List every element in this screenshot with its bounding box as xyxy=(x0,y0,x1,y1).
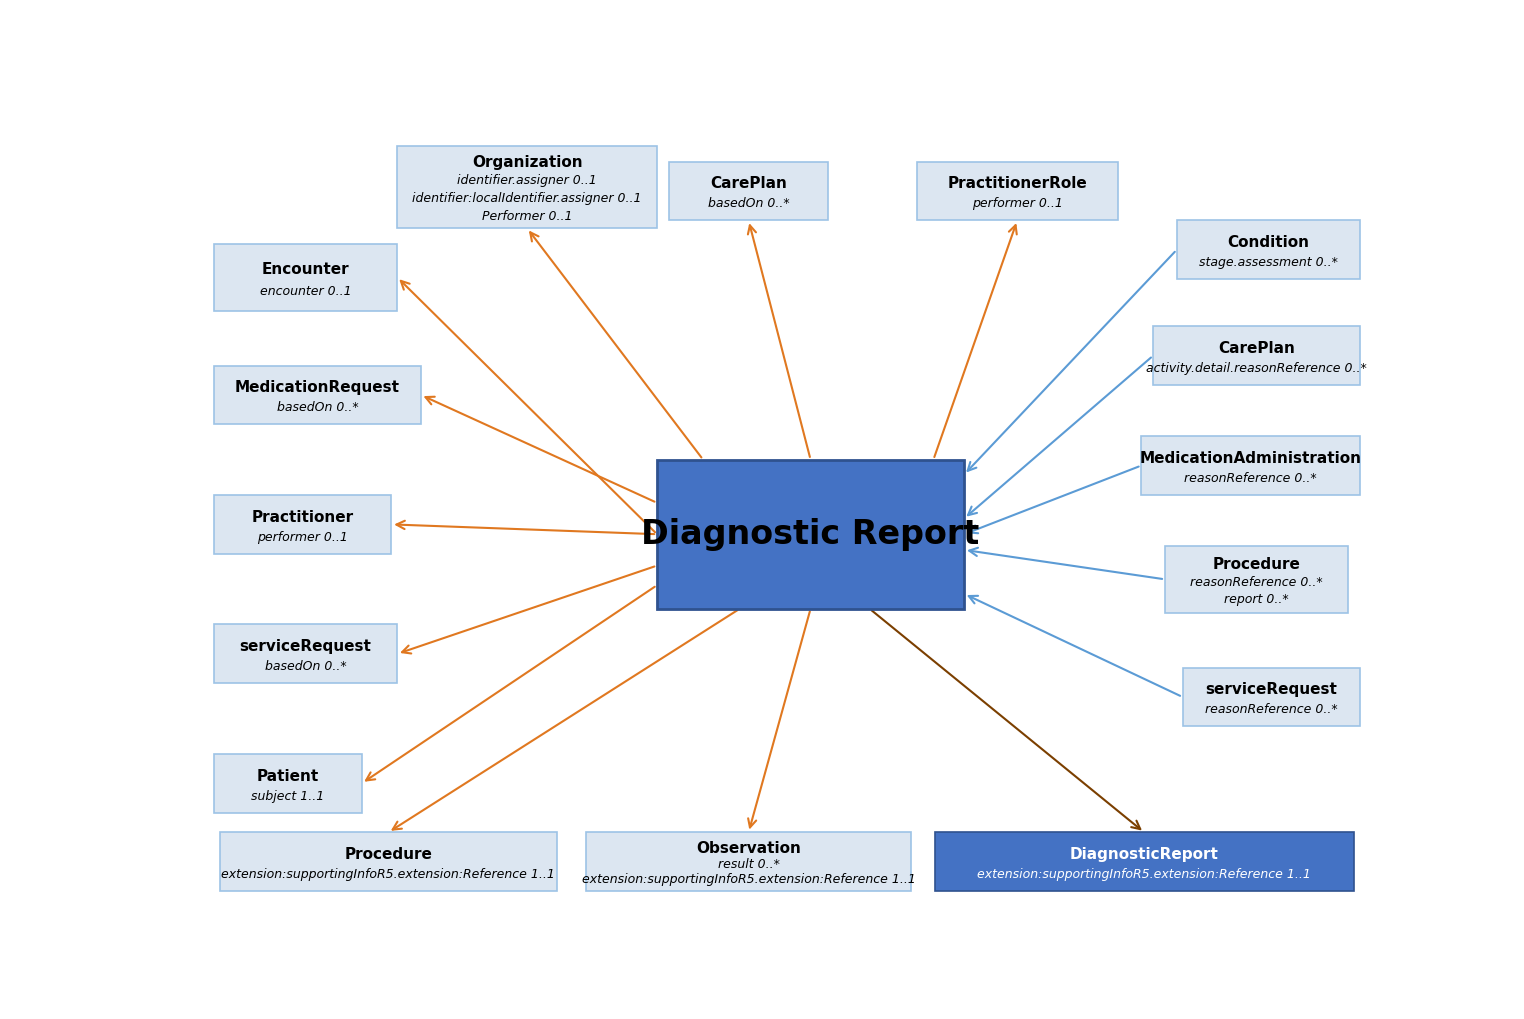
Text: CarePlan: CarePlan xyxy=(1218,341,1295,357)
Text: Procedure: Procedure xyxy=(344,847,433,862)
Text: result 0..*: result 0..* xyxy=(718,858,779,871)
FancyBboxPatch shape xyxy=(917,161,1117,220)
Text: extension:supportingInfoR5.extension:Reference 1..1: extension:supportingInfoR5.extension:Ref… xyxy=(582,873,916,886)
FancyBboxPatch shape xyxy=(398,146,657,228)
FancyBboxPatch shape xyxy=(587,833,911,892)
Text: reasonReference 0..*: reasonReference 0..* xyxy=(1205,703,1338,716)
Text: Performer 0..1: Performer 0..1 xyxy=(482,210,573,223)
Text: MedicationAdministration: MedicationAdministration xyxy=(1140,451,1361,466)
Text: basedOn 0..*: basedOn 0..* xyxy=(277,401,358,415)
FancyBboxPatch shape xyxy=(1141,436,1359,495)
Text: stage.assessment 0..*: stage.assessment 0..* xyxy=(1199,256,1338,269)
Text: Condition: Condition xyxy=(1227,235,1309,251)
Text: activity.detail.reasonReference 0..*: activity.detail.reasonReference 0..* xyxy=(1146,362,1367,375)
FancyBboxPatch shape xyxy=(657,460,965,608)
Text: extension:supportingInfoR5.extension:Reference 1..1: extension:supportingInfoR5.extension:Ref… xyxy=(221,868,555,881)
FancyBboxPatch shape xyxy=(1177,220,1359,279)
FancyBboxPatch shape xyxy=(934,833,1353,892)
Text: encounter 0..1: encounter 0..1 xyxy=(261,285,352,299)
Text: Encounter: Encounter xyxy=(262,262,349,277)
FancyBboxPatch shape xyxy=(213,244,398,311)
FancyBboxPatch shape xyxy=(213,495,392,554)
Text: Patient: Patient xyxy=(258,768,319,784)
Text: Observation: Observation xyxy=(696,842,802,856)
Text: reasonReference 0..*: reasonReference 0..* xyxy=(1184,472,1317,485)
Text: Procedure: Procedure xyxy=(1213,557,1300,572)
Text: DiagnosticReport: DiagnosticReport xyxy=(1070,847,1219,862)
FancyBboxPatch shape xyxy=(669,161,829,220)
FancyBboxPatch shape xyxy=(213,366,421,424)
Text: performer 0..1: performer 0..1 xyxy=(972,198,1062,210)
Text: identifier.assigner 0..1: identifier.assigner 0..1 xyxy=(457,174,597,186)
Text: Diagnostic Report: Diagnostic Report xyxy=(642,518,980,550)
FancyBboxPatch shape xyxy=(1154,326,1359,385)
Text: performer 0..1: performer 0..1 xyxy=(258,531,347,544)
Text: extension:supportingInfoR5.extension:Reference 1..1: extension:supportingInfoR5.extension:Ref… xyxy=(977,868,1311,881)
Text: subject 1..1: subject 1..1 xyxy=(251,790,325,803)
Text: CarePlan: CarePlan xyxy=(710,176,786,192)
Text: MedicationRequest: MedicationRequest xyxy=(235,380,399,395)
FancyBboxPatch shape xyxy=(219,833,556,892)
Text: basedOn 0..*: basedOn 0..* xyxy=(707,198,789,210)
Text: serviceRequest: serviceRequest xyxy=(1205,683,1337,697)
Text: Practitioner: Practitioner xyxy=(251,510,354,525)
FancyBboxPatch shape xyxy=(1183,667,1359,727)
FancyBboxPatch shape xyxy=(213,625,398,684)
FancyBboxPatch shape xyxy=(213,754,361,813)
Text: serviceRequest: serviceRequest xyxy=(239,639,372,654)
Text: report 0..*: report 0..* xyxy=(1224,593,1289,606)
FancyBboxPatch shape xyxy=(1164,546,1349,612)
Text: reasonReference 0..*: reasonReference 0..* xyxy=(1190,576,1323,589)
Text: basedOn 0..*: basedOn 0..* xyxy=(265,660,346,674)
Text: Organization: Organization xyxy=(472,155,582,170)
Text: PractitionerRole: PractitionerRole xyxy=(948,176,1087,192)
Text: identifier:localIdentifier.assigner 0..1: identifier:localIdentifier.assigner 0..1 xyxy=(413,192,642,205)
